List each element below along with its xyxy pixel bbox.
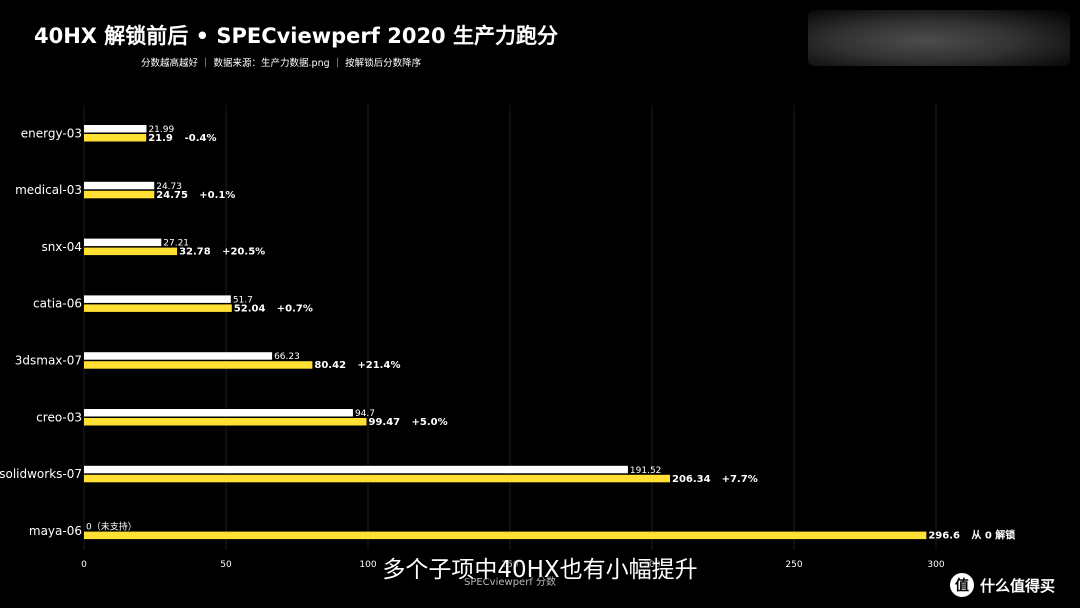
x-tick-label: 0 <box>81 560 87 570</box>
value-label-before: 24.73 <box>156 182 182 192</box>
bar-before-unlock <box>84 409 353 417</box>
chart-subtitle: 分数越高越好 ｜ 数据来源：生产力数据.png ｜ 按解锁后分数降序 <box>141 58 422 69</box>
watermark-text: 什么值得买 <box>980 576 1056 595</box>
bar-before-unlock <box>84 181 155 190</box>
change-label: -0.4% <box>185 133 217 144</box>
category-label: catia-06 <box>33 297 82 311</box>
value-label-before: 66.23 <box>274 352 300 362</box>
change-label: +0.1% <box>199 190 235 201</box>
category-label: creo-03 <box>36 410 82 424</box>
value-label-after: 21.9 <box>148 133 173 144</box>
category-label: medical-03 <box>15 183 82 197</box>
change-label: +0.7% <box>277 303 313 314</box>
value-label-after: 206.34 <box>672 474 711 485</box>
bar-after-unlock <box>84 418 367 426</box>
category-label: 3dsmax-07 <box>15 353 82 367</box>
bar-after-unlock <box>84 304 232 312</box>
bar-before-unlock <box>84 125 147 133</box>
change-label: +7.7% <box>722 474 758 485</box>
x-axis-label: SPECviewperf 分数 <box>464 575 556 588</box>
bar-before-unlock <box>84 352 273 360</box>
x-tick-label: 150 <box>501 560 518 570</box>
video-caption: 多个子项中40HX也有小幅提升 <box>382 557 698 583</box>
x-tick-label: 250 <box>785 560 802 570</box>
bar-before-unlock <box>84 295 231 303</box>
blurred-region <box>808 10 1070 66</box>
change-label: 从 0 解锁 <box>971 529 1015 542</box>
value-label-before: 191.52 <box>630 466 662 476</box>
chart-title: 40HX 解锁前后 • SPECviewperf 2020 生产力跑分 <box>34 24 558 48</box>
x-tick-label: 200 <box>643 560 660 570</box>
category-label: maya-06 <box>29 524 82 538</box>
site-watermark: 值 什么值得买 <box>950 572 1055 598</box>
x-tick-label: 100 <box>359 560 376 570</box>
value-label-after: 52.04 <box>234 303 266 314</box>
value-label-before: 21.99 <box>148 125 174 135</box>
bar-after-unlock <box>84 531 927 540</box>
bar-after-unlock <box>84 474 671 483</box>
value-label-after: 32.78 <box>179 247 211 258</box>
zhi-logo-icon: 值 <box>950 573 974 597</box>
category-label: energy-03 <box>21 126 82 140</box>
x-tick-label: 300 <box>927 560 944 570</box>
change-label: +20.5% <box>222 247 265 258</box>
value-label-after: 24.75 <box>156 190 188 201</box>
bar-after-unlock <box>84 134 147 142</box>
value-label-before: 27.21 <box>163 239 189 249</box>
bar-after-unlock <box>84 247 178 256</box>
x-tick-label: 50 <box>220 560 232 570</box>
bar-after-unlock <box>84 361 313 369</box>
category-label: solidworks-07 <box>0 467 82 481</box>
value-label-before: 0（未支持） <box>86 521 137 533</box>
bar-before-unlock <box>84 238 162 247</box>
value-label-after: 99.47 <box>368 417 400 428</box>
bar-after-unlock <box>84 190 155 199</box>
value-label-before: 51.7 <box>233 295 253 305</box>
bar-before-unlock <box>84 465 628 474</box>
value-label-after: 296.6 <box>928 531 960 542</box>
change-label: +5.0% <box>411 417 447 428</box>
change-label: +21.4% <box>357 360 400 371</box>
category-label: snx-04 <box>41 240 82 254</box>
value-label-after: 80.42 <box>314 360 346 371</box>
value-label-before: 94.7 <box>355 409 375 419</box>
